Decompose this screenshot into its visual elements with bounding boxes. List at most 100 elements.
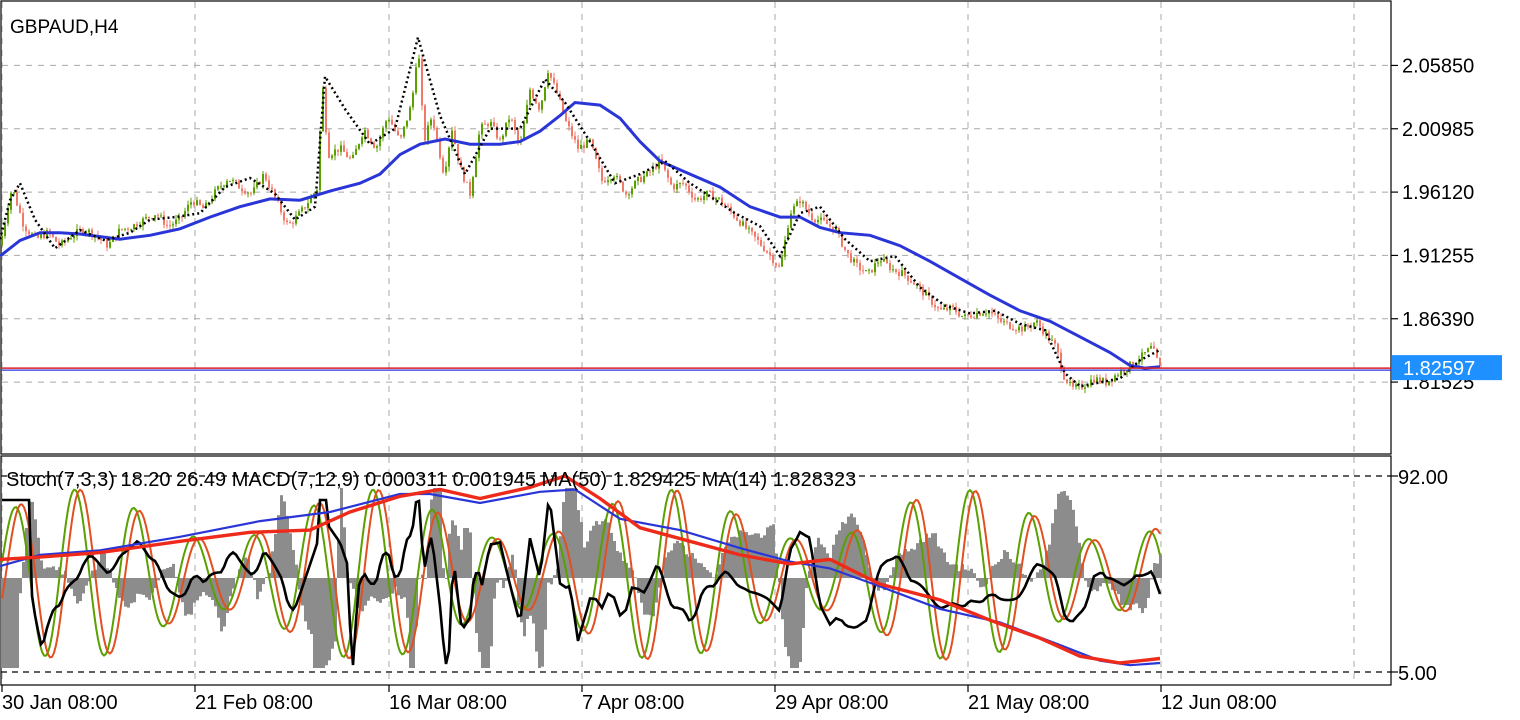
candle-body	[694, 197, 696, 200]
price-pane[interactable]: GBPAUD,H4 2.05850 2.00985 1.96120 1.91255 1.…	[0, 0, 1502, 455]
candle-body	[1048, 331, 1050, 341]
macd-histogram-bar	[352, 578, 355, 589]
candle-body	[355, 148, 357, 155]
candle-body	[796, 201, 798, 207]
macd-histogram-bar	[787, 578, 790, 657]
candle-body	[739, 220, 741, 226]
macd-histogram-bar	[484, 578, 487, 668]
time-axis: 30 Jan 08:00 21 Feb 08:00 16 Mar 08:00 7 Ap…	[1, 685, 1277, 714]
candle-body	[721, 197, 723, 204]
macd-histogram-bar	[1102, 578, 1105, 584]
indicator-pane[interactable]: Stoch(7,3,3) 18.20 26.49 MACD(7,12,9) 0.…	[0, 455, 1448, 686]
candle-body	[634, 180, 636, 189]
candle-body	[943, 307, 945, 310]
candle-body	[709, 190, 711, 192]
macd-histogram-bar	[202, 578, 205, 593]
candle-body	[814, 219, 816, 223]
macd-histogram-bar	[205, 578, 208, 596]
macd-histogram-bar	[97, 562, 100, 578]
macd-histogram-bar	[952, 564, 955, 578]
macd-histogram-bar	[1066, 495, 1069, 578]
macd-histogram-bar	[1006, 551, 1009, 578]
candle-body	[454, 130, 456, 145]
macd-histogram-bar	[373, 578, 376, 599]
candle-body	[31, 233, 33, 235]
candle-body	[967, 314, 969, 316]
macd-histogram-bar	[145, 578, 148, 598]
macd-histogram-bar	[580, 522, 583, 578]
macd-histogram-bar	[991, 565, 994, 578]
candle-body	[691, 191, 693, 198]
candle-body	[1072, 381, 1074, 387]
macd-histogram-bar	[91, 570, 94, 578]
macd-histogram-bar	[217, 578, 220, 618]
candle-body	[1108, 381, 1110, 386]
candle-body	[910, 280, 912, 283]
candle-body	[295, 215, 297, 224]
candle-body	[697, 198, 699, 200]
macd-histogram-bar	[583, 547, 586, 578]
macd-histogram-bar	[196, 578, 199, 601]
macd-histogram-bar	[298, 578, 301, 590]
macd-histogram-bar	[862, 540, 865, 578]
macd-histogram-bar	[1057, 493, 1060, 578]
macd-histogram-bar	[532, 578, 535, 624]
candle-body	[856, 258, 858, 263]
candle-body	[700, 198, 702, 201]
macd-histogram-bar	[496, 578, 499, 583]
candle-body	[385, 121, 387, 128]
macd-histogram-bar	[376, 578, 379, 602]
candle-body	[637, 176, 639, 181]
candle-body	[1054, 339, 1056, 344]
macd-histogram-bar	[718, 564, 721, 578]
macd-histogram-bar	[85, 578, 88, 586]
time-tick-label: 30 Jan 08:00	[2, 692, 118, 714]
candle-body	[1063, 368, 1065, 380]
candle-body	[871, 269, 873, 273]
macd-signal-line	[2, 498, 1162, 666]
macd-histogram-bar	[400, 578, 403, 599]
macd-histogram-bar	[769, 525, 772, 578]
macd-histogram-bar	[736, 537, 739, 578]
candle-body	[544, 87, 546, 101]
candle-body	[685, 183, 687, 186]
candle-body	[199, 200, 201, 205]
candle-body	[1003, 321, 1005, 323]
candle-body	[496, 126, 498, 139]
candle-body	[484, 123, 486, 125]
price-grid	[1, 2, 1390, 453]
candle-body	[388, 119, 390, 122]
macd-histogram-bar	[907, 551, 910, 578]
macd-histogram-bar	[802, 578, 805, 629]
macd-histogram-bar	[1147, 578, 1150, 598]
macd-histogram-bar	[817, 537, 820, 578]
macd-histogram-bar	[220, 578, 223, 632]
macd-histogram-bar	[142, 578, 145, 595]
candle-body	[919, 284, 921, 287]
ma50-line	[0, 100, 1161, 370]
macd-histogram-bar	[370, 578, 373, 597]
macd-histogram-bar	[253, 578, 256, 580]
candle-body	[868, 269, 870, 271]
macd-histogram-bar	[505, 578, 508, 581]
macd-histogram-bar	[1063, 490, 1066, 578]
macd-histogram-bar	[418, 578, 421, 579]
current-price-tag[interactable]: 1.82597	[1392, 355, 1502, 381]
candle-body	[67, 239, 69, 242]
macd-histogram-bar	[304, 578, 307, 622]
candle-body	[136, 224, 138, 227]
candle-body	[472, 177, 474, 196]
macd-histogram-bar	[310, 578, 313, 635]
candle-body	[874, 263, 876, 273]
price-pane-frame	[0, 0, 1392, 455]
macd-histogram-bar	[775, 553, 778, 578]
candle-body	[631, 188, 633, 195]
candle-body	[808, 208, 810, 214]
candle-body	[961, 315, 963, 317]
candle-body	[757, 236, 759, 240]
candle-body	[898, 271, 900, 277]
candle-body	[1066, 379, 1068, 383]
candle-body	[412, 92, 414, 108]
